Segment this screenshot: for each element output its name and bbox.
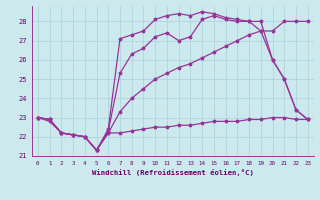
X-axis label: Windchill (Refroidissement éolien,°C): Windchill (Refroidissement éolien,°C) (92, 169, 254, 176)
